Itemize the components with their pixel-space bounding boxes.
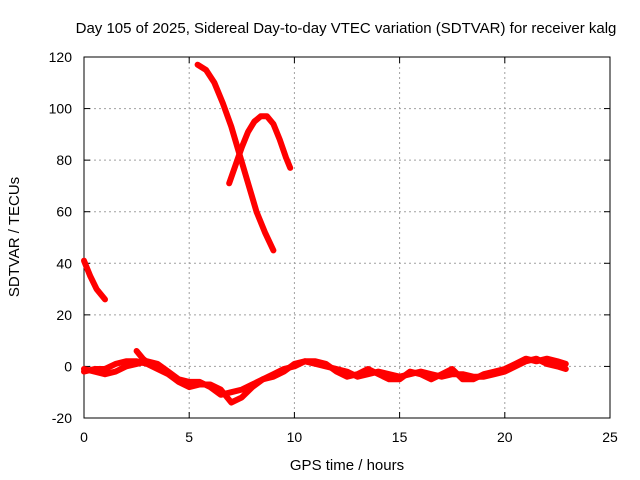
series-arc-5 xyxy=(81,355,569,398)
series-arc-2 xyxy=(194,61,277,254)
series-arc-6 xyxy=(133,348,153,367)
y-tick-label: 120 xyxy=(49,49,73,65)
series-layer xyxy=(81,61,569,406)
x-tick-label: 5 xyxy=(185,429,193,445)
y-axis-label: SDTVAR / TECUs xyxy=(6,177,23,297)
x-tick-label: 10 xyxy=(287,429,303,445)
x-axis-label: GPS time / hours xyxy=(290,457,404,474)
y-tick-label: 40 xyxy=(56,255,72,271)
grid xyxy=(84,57,610,418)
series-arc-3 xyxy=(226,113,294,187)
y-tick-label: 60 xyxy=(56,204,72,220)
y-tick-label: 80 xyxy=(56,152,72,168)
y-tick-label: -20 xyxy=(52,410,72,426)
chart-title: Day 105 of 2025, Sidereal Day-to-day VTE… xyxy=(76,20,617,37)
plot-frame xyxy=(83,56,611,419)
y-tick-label: 20 xyxy=(56,307,72,323)
x-tick-label: 15 xyxy=(392,429,408,445)
y-tick-label: 0 xyxy=(64,358,72,374)
y-tick-label: 100 xyxy=(49,101,73,117)
x-tick-label: 25 xyxy=(602,429,618,445)
x-tick-label: 20 xyxy=(497,429,513,445)
x-tick-label: 0 xyxy=(80,429,88,445)
series-arc-1 xyxy=(81,257,108,303)
axis-ticks: 0 5 10 15 20 25 -20 0 20 40 60 80 100 120 xyxy=(49,49,618,445)
